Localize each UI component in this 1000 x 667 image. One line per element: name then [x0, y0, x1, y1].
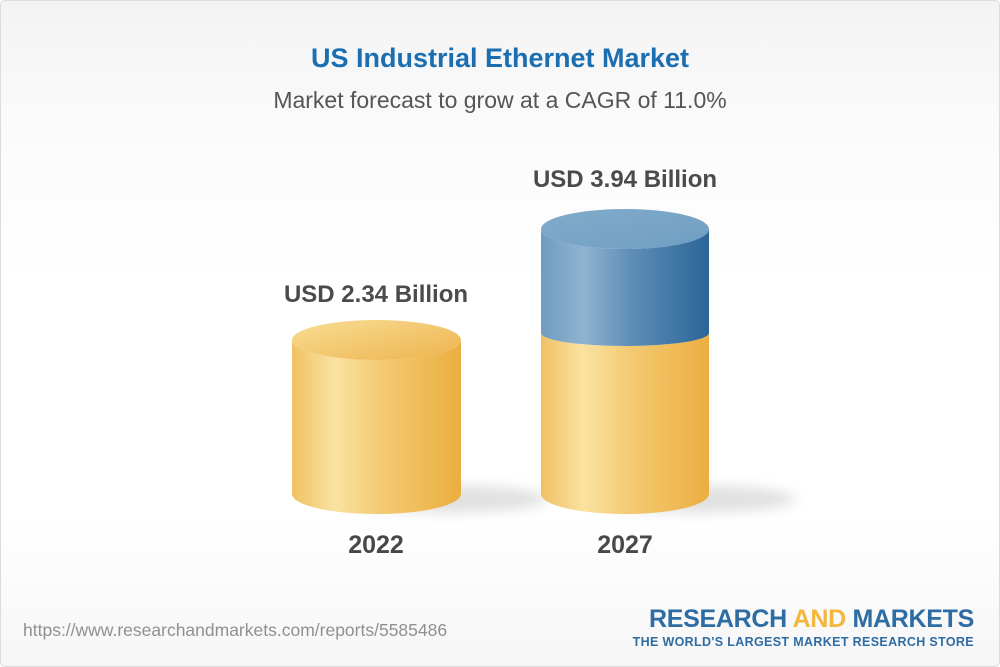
category-label-2022: 2022 [348, 531, 404, 559]
value-label-2027: USD 3.94 Billion [532, 166, 718, 193]
logo-tagline: THE WORLD'S LARGEST MARKET RESEARCH STOR… [632, 635, 974, 649]
logo-word-research: RESEARCH [648, 605, 787, 633]
bar-2027-cylinder [541, 209, 709, 514]
logo-word-markets: MARKETS [852, 605, 974, 633]
page-title: US Industrial Ethernet Market [310, 43, 690, 73]
source-url: https://www.researchandmarkets.com/repor… [23, 620, 448, 640]
logo-word-and: AND [792, 605, 847, 633]
bar-2022-cylinder [292, 320, 461, 514]
logo-wordmark: RESEARCH AND MARKETS [633, 607, 974, 632]
research-and-markets-logo: RESEARCH AND MARKETS THE WORLD'S LARGEST… [632, 607, 975, 649]
value-label-2022: USD 2.34 Billion [283, 281, 469, 308]
category-label-2027: 2027 [597, 531, 653, 559]
page-subtitle: Market forecast to grow at a CAGR of 11.… [273, 87, 727, 113]
